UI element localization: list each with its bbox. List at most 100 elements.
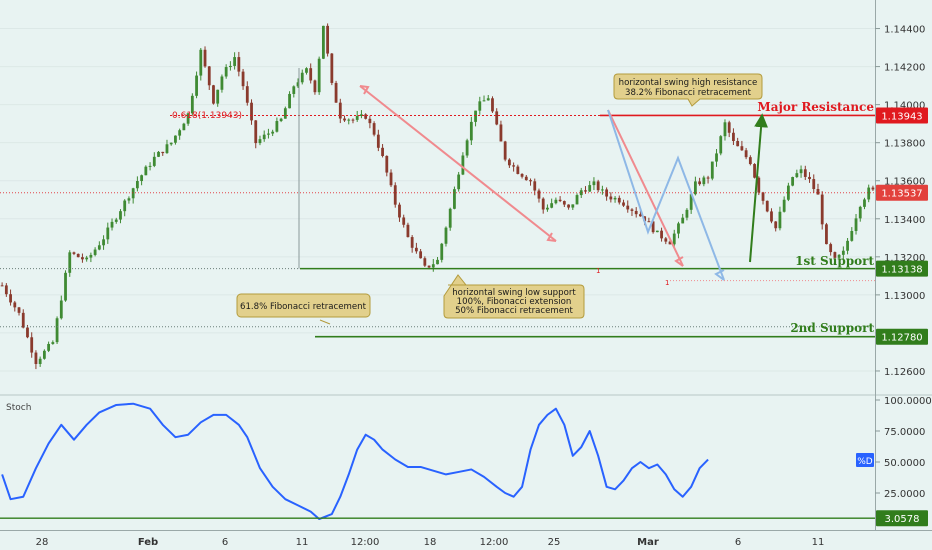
candle [655,230,659,233]
candle-body [93,249,97,255]
y-tick-label: 1.13400 [884,215,925,226]
candle [68,250,72,277]
candle-body [114,219,118,222]
candle [537,188,541,203]
candle-body [533,181,537,191]
y-tick-label: 1.13600 [884,177,925,188]
candle [165,139,169,154]
candle-body [469,121,473,141]
candle-body [224,67,228,77]
candle [144,165,148,176]
candle [495,108,499,126]
extension-leg-red [607,109,684,267]
candle-body [351,119,355,121]
candle-body [495,111,499,125]
candle-body [174,135,177,143]
swing-low-line-2: 100%, Fibonacci extension [457,297,572,307]
candle [402,214,406,228]
abcd-leg-red-tail [359,85,370,95]
candle-body [588,185,592,192]
candle [588,181,592,193]
candle [732,128,735,145]
candle [867,184,871,203]
candle [685,208,689,221]
candle [634,207,638,218]
candle-body [30,337,34,353]
candle-body [854,218,858,231]
candle [503,140,507,162]
candle [516,164,520,175]
pattern-blue-head [714,269,725,281]
candle [660,227,663,242]
candle [744,147,748,160]
candle-body [237,57,241,72]
candle-body [0,285,4,287]
candle-body [317,58,321,93]
candle-body [9,294,12,303]
candle-body [148,165,152,167]
x-tick-label: 12:00 [480,537,509,548]
candle-body [157,151,160,157]
candle-body [241,71,245,87]
candle [271,129,275,137]
candle [786,182,790,202]
candle-body [668,241,672,245]
candle [169,142,173,146]
candle-body [491,98,494,112]
candle-body [681,217,685,224]
candle [541,197,545,214]
candle-body [757,177,761,193]
candle [140,174,144,186]
candle [254,119,258,149]
candle-body [719,136,723,154]
candle [195,71,198,99]
candle-body [634,210,638,215]
swing-low-callout: horizontal swing low support 100%, Fibon… [443,274,585,319]
candle [42,349,46,360]
candle-body [381,147,384,156]
candle-body [554,199,558,204]
candle-body [744,150,748,158]
x-tick-label: 6 [222,537,228,548]
level-lines [0,68,875,338]
candle [863,197,866,210]
candle-body [436,259,439,265]
candle-body [499,124,503,142]
candle-body [639,214,642,217]
candle-body [72,252,76,254]
candle-body [753,164,756,178]
candle [808,172,811,183]
candle-body [267,133,270,135]
candle [736,137,740,147]
candle-body [250,102,253,121]
candle-body [338,102,342,119]
candle-body [372,123,376,135]
candle-body [402,217,406,225]
candle [398,202,401,222]
candle-body [135,181,139,189]
candle-body [334,82,338,103]
candle-body [562,201,566,205]
candle [596,179,600,193]
time-axis: 28 Feb 6 11 12:00 18 12:00 25 Mar 6 11 [36,537,825,548]
candle-body [803,169,807,177]
candle [858,205,862,222]
candle [38,356,42,367]
candle-body [13,302,17,308]
candle [507,158,511,168]
candle [778,206,782,231]
candle-body [389,172,393,186]
candle [486,95,490,101]
candle [131,187,135,204]
candle [338,98,342,124]
candle-body [131,188,135,199]
candle [135,176,139,192]
candle [761,191,765,205]
candle-body [64,272,67,301]
candle [651,220,655,234]
candle [72,251,76,256]
y-tick-label: 1.14200 [884,63,925,74]
candle [499,120,503,142]
candle [647,217,651,223]
